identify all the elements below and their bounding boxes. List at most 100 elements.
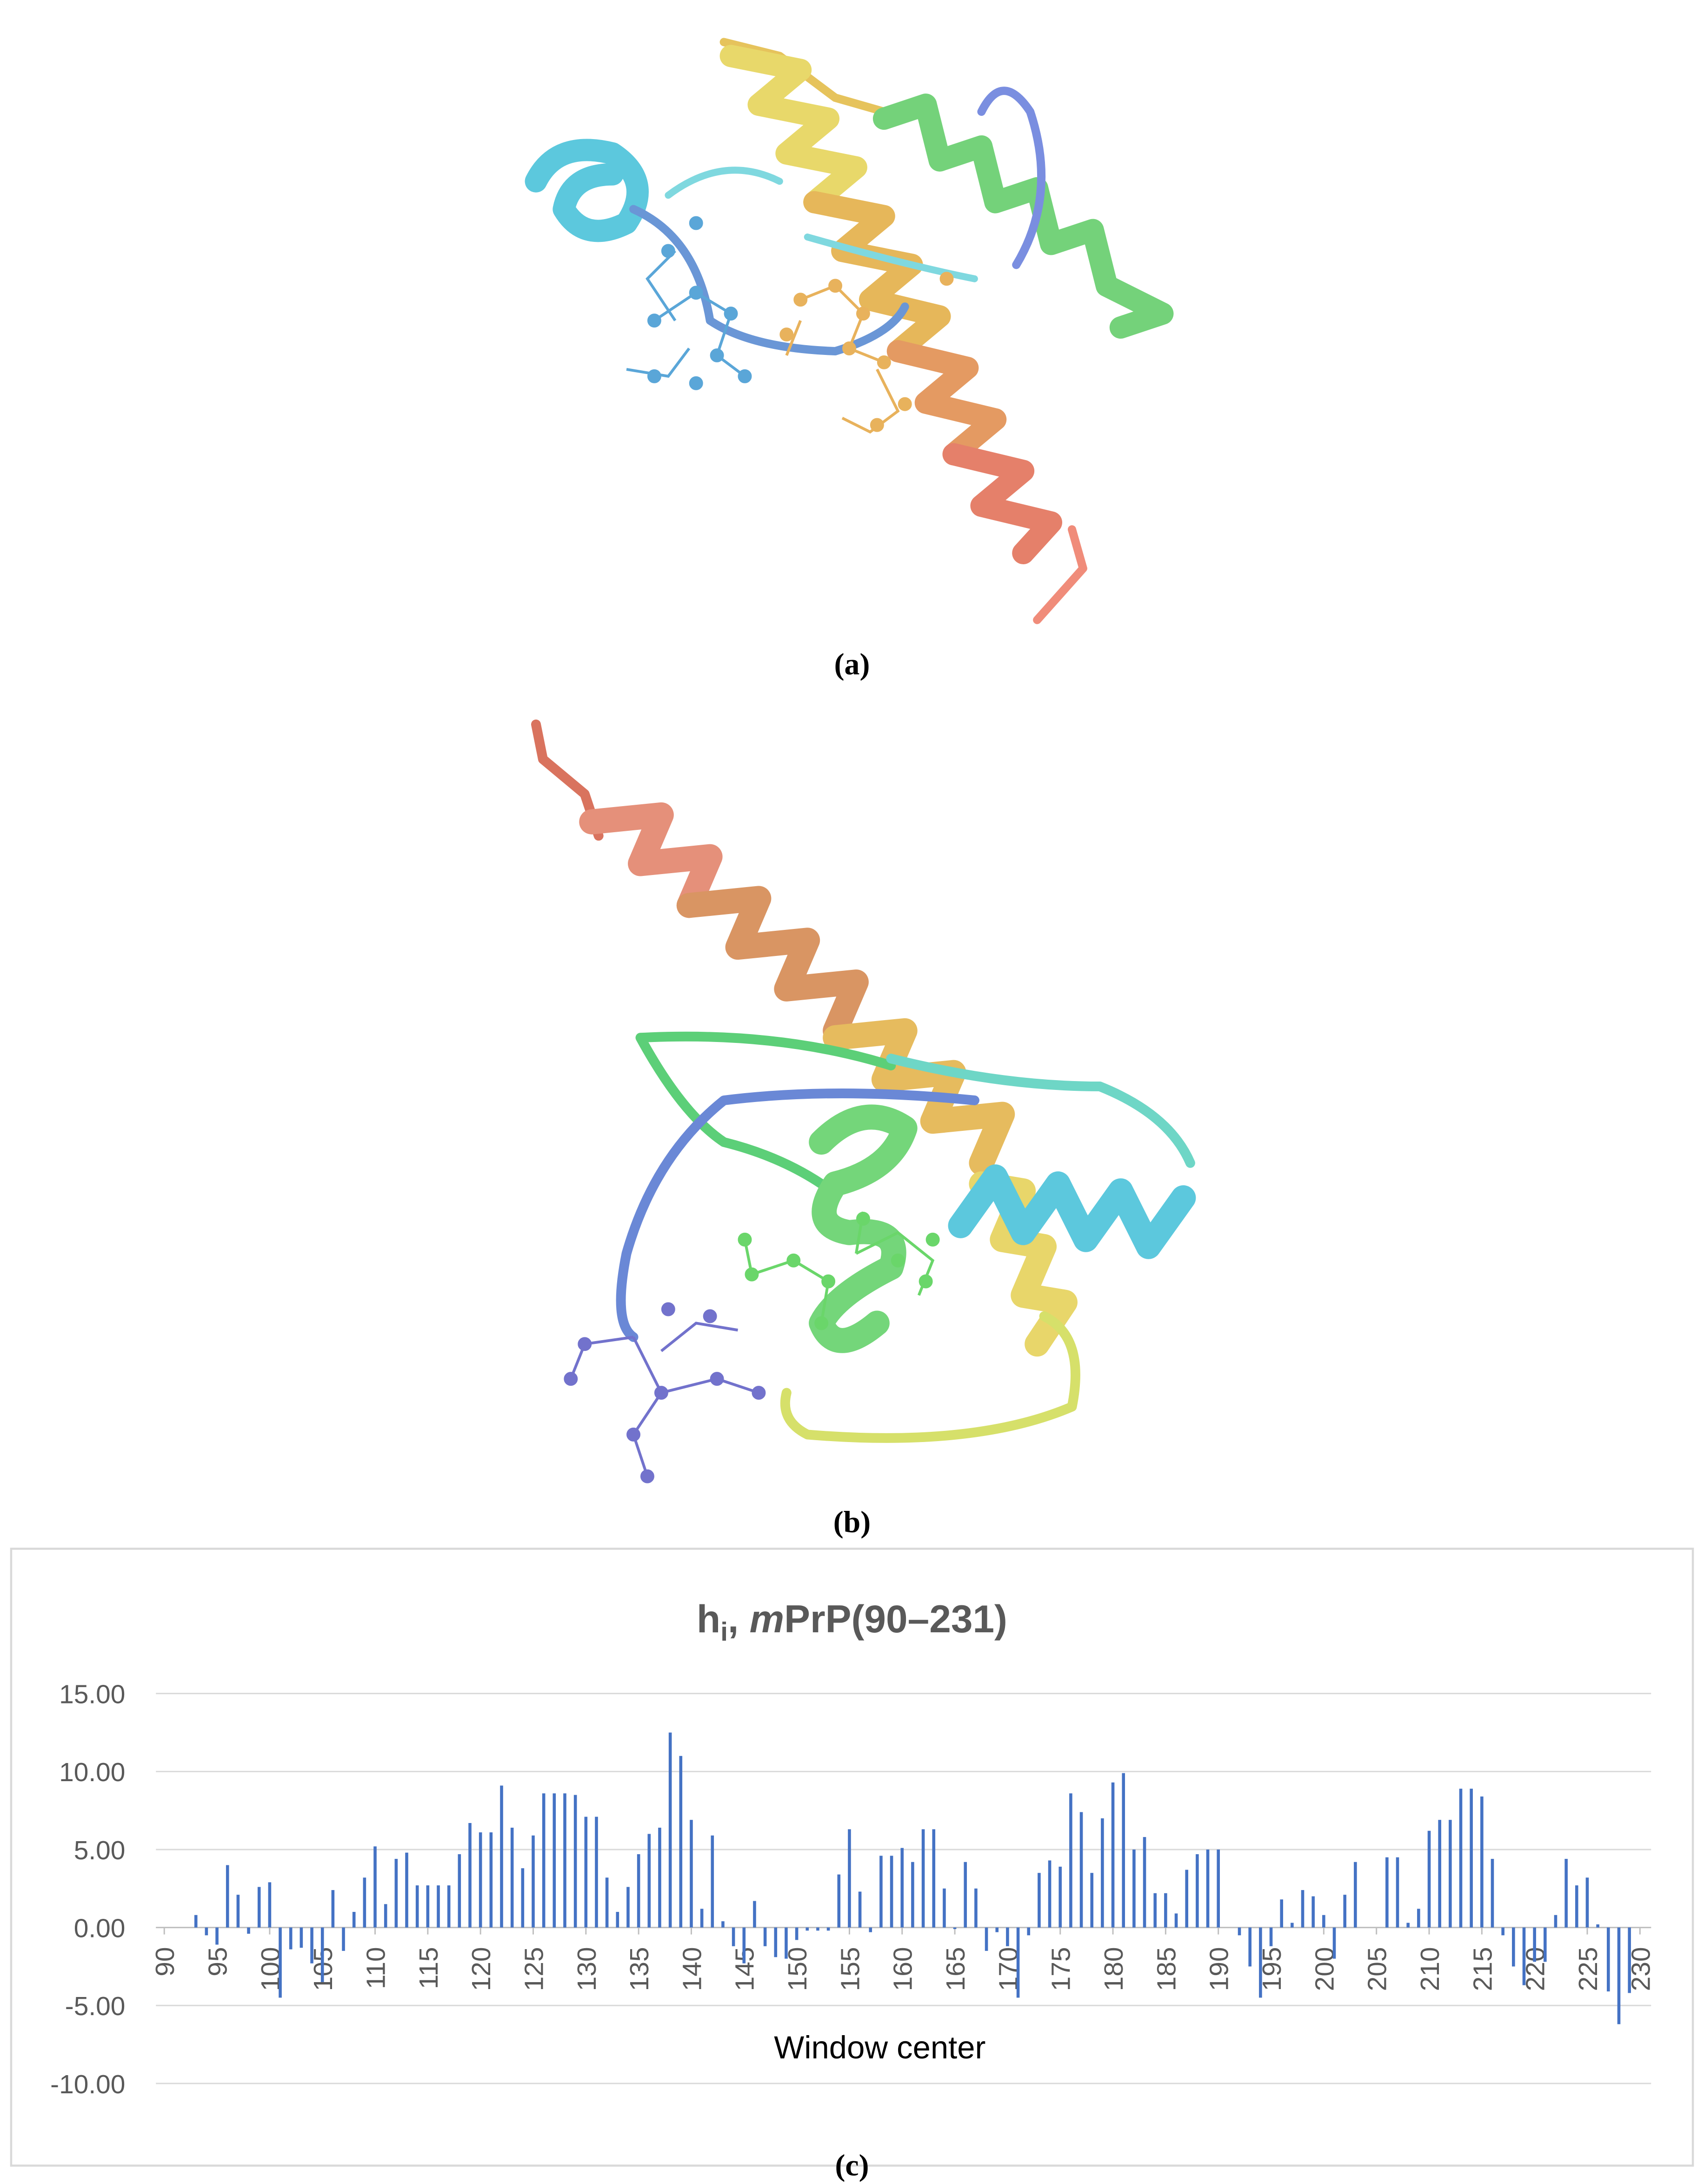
structure-a — [525, 38, 1174, 624]
bar — [373, 1846, 377, 1928]
bar — [205, 1927, 208, 1936]
bar — [1101, 1818, 1104, 1928]
bar — [805, 1927, 809, 1931]
bar — [1196, 1854, 1199, 1928]
bar — [1090, 1873, 1094, 1928]
x-tick-label: 195 — [1258, 1947, 1287, 1991]
bar — [816, 1927, 819, 1931]
bar — [1016, 1927, 1020, 1998]
bar — [1238, 1927, 1241, 1936]
bar — [1417, 1909, 1420, 1928]
bar — [732, 1927, 735, 1946]
x-tick-label: 125 — [519, 1947, 549, 1991]
bar — [1280, 1899, 1283, 1928]
bar — [848, 1829, 851, 1928]
bar — [1427, 1830, 1431, 1928]
bar — [352, 1912, 356, 1928]
y-tick-label: -10.00 — [50, 2070, 125, 2099]
bar — [1596, 1924, 1599, 1928]
bar — [679, 1756, 683, 1928]
bar — [247, 1927, 250, 1934]
bar — [320, 1927, 324, 1982]
chart-frame — [10, 1548, 1694, 2167]
bar — [879, 1856, 883, 1928]
x-tick-label: 205 — [1363, 1947, 1392, 1991]
bar — [331, 1890, 335, 1928]
x-tick-label: 185 — [1152, 1947, 1181, 1991]
bar — [1269, 1927, 1273, 1946]
bar — [647, 1834, 651, 1928]
bar — [426, 1885, 430, 1928]
x-tick-label: 135 — [625, 1947, 654, 1991]
x-tick-label: 110 — [361, 1947, 391, 1989]
title-part: PrP(90–231) — [784, 1597, 1007, 1641]
bar — [668, 1732, 672, 1928]
bar — [953, 1927, 957, 1929]
bar — [1544, 1927, 1547, 1962]
bar — [1554, 1915, 1558, 1928]
bar — [479, 1832, 482, 1928]
bar — [1575, 1885, 1578, 1928]
bar — [932, 1829, 936, 1928]
bar — [226, 1865, 229, 1928]
bar — [1259, 1927, 1262, 1998]
bar — [900, 1848, 904, 1928]
bar — [1522, 1927, 1526, 1985]
title-part: m — [750, 1597, 785, 1641]
bar — [532, 1835, 535, 1928]
bar — [215, 1927, 219, 1945]
bar — [1491, 1859, 1494, 1928]
bar — [1354, 1862, 1357, 1928]
x-tick-label: 95 — [204, 1947, 233, 1976]
plot: -10.00-5.000.005.0010.0015.0090951001051… — [50, 1680, 1656, 2099]
bar — [1185, 1870, 1189, 1928]
bar — [363, 1877, 366, 1928]
bar — [826, 1927, 830, 1931]
bar — [700, 1909, 704, 1928]
bar — [943, 1888, 946, 1928]
bar — [1459, 1789, 1463, 1928]
bar — [300, 1927, 303, 1948]
bar — [584, 1817, 588, 1928]
bar — [774, 1927, 778, 1957]
title-part: , — [728, 1597, 750, 1641]
bar — [721, 1921, 725, 1928]
bar — [563, 1793, 566, 1928]
bar — [785, 1927, 788, 1959]
bar — [1069, 1793, 1072, 1928]
x-tick-label: 215 — [1468, 1947, 1498, 1991]
bar — [310, 1927, 313, 1964]
bar — [1406, 1923, 1410, 1928]
bar — [1449, 1820, 1452, 1928]
y-tick-label: 15.00 — [59, 1680, 125, 1710]
bar — [447, 1885, 451, 1928]
bar — [1111, 1782, 1115, 1928]
bar — [858, 1891, 862, 1928]
bar — [510, 1828, 514, 1928]
bar — [921, 1829, 925, 1928]
bar — [394, 1859, 398, 1928]
bar — [1311, 1896, 1315, 1928]
x-tick-label: 90 — [151, 1947, 180, 1976]
bar — [711, 1835, 714, 1928]
chart-title: hi, mPrP(90–231) — [697, 1597, 1007, 1647]
bar — [890, 1856, 893, 1928]
bar — [1628, 1927, 1631, 1993]
bar — [1585, 1877, 1589, 1928]
bar — [542, 1793, 546, 1928]
bar — [795, 1927, 799, 1940]
bar — [616, 1912, 619, 1928]
y-tick-label: 0.00 — [74, 1914, 126, 1944]
x-tick-label: 155 — [836, 1947, 865, 1991]
bar — [415, 1885, 419, 1928]
x-tick-label: 190 — [1205, 1947, 1234, 1991]
bar — [753, 1901, 756, 1928]
x-tick-label: 175 — [1047, 1947, 1076, 1991]
title-part: i — [720, 1617, 728, 1647]
x-tick-label: 165 — [941, 1947, 971, 1991]
bar — [1480, 1796, 1484, 1928]
bar — [1291, 1923, 1294, 1928]
bar — [1027, 1927, 1031, 1936]
x-tick-label: 115 — [414, 1947, 444, 1989]
